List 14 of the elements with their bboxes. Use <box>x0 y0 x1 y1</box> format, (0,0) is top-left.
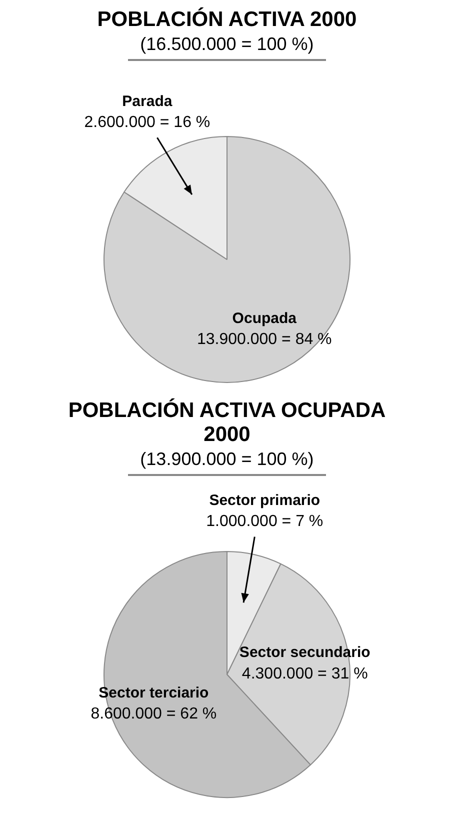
chart-subtitle: (16.500.000 = 100 %) <box>128 34 326 61</box>
slice-label: Sector secundario <box>239 644 370 662</box>
chart-title: POBLACIÓN ACTIVA OCUPADA 2000 <box>68 399 386 447</box>
chart-subtitle: (13.900.000 = 100 %) <box>128 449 326 476</box>
slice-label: Sector terciario <box>98 684 209 702</box>
slice-label: Ocupada <box>232 310 298 327</box>
slice-label: Sector primario <box>209 492 320 509</box>
data-label: 1.000.000 = 7 % <box>206 513 324 530</box>
chart-title: POBLACIÓN ACTIVA 2000 <box>96 8 358 32</box>
data-label: 13.900.000 = 84 % <box>197 331 332 348</box>
data-label: 2.600.000 = 16 % <box>84 114 210 132</box>
slice-label: Parada <box>122 92 173 110</box>
data-label: 4.300.000 = 31 % <box>242 665 368 682</box>
data-label: 8.600.000 = 62 % <box>90 706 217 723</box>
